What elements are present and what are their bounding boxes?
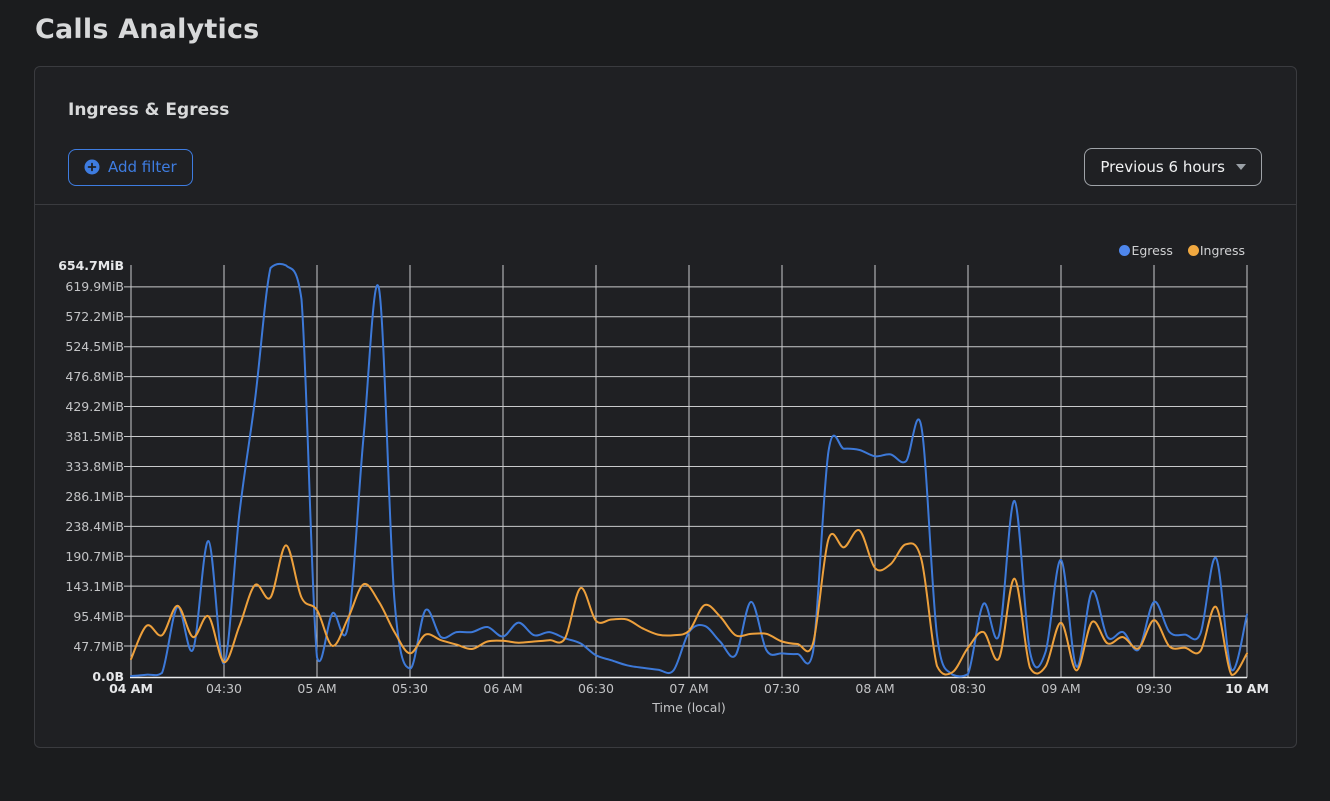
y-tick-label: 429.2MiB xyxy=(65,399,124,415)
y-tick-label: 333.8MiB xyxy=(65,458,124,474)
x-tick-label: 06 AM xyxy=(483,681,523,696)
legend-item-egress[interactable]: Egress xyxy=(1119,243,1173,258)
y-tick-label: 524.5MiB xyxy=(65,339,124,355)
legend-dot-icon xyxy=(1119,245,1131,256)
legend-label: Ingress xyxy=(1199,243,1245,258)
x-tick-label: 05 AM xyxy=(297,681,337,696)
x-tick-label: 09 AM xyxy=(1041,681,1081,696)
y-tick-label: 143.1MiB xyxy=(65,578,124,594)
analytics-panel: Ingress & Egress Add filter Previous 6 h… xyxy=(34,66,1297,748)
y-tick-label: 238.4MiB xyxy=(65,518,124,534)
legend-dot-icon xyxy=(1187,245,1199,256)
time-range-dropdown[interactable]: Previous 6 hours xyxy=(1084,148,1262,186)
x-tick-label: 10 AM xyxy=(1225,681,1269,696)
x-tick-label: 04 AM xyxy=(109,681,153,696)
chart-canvas[interactable] xyxy=(35,204,1296,748)
add-filter-button[interactable]: Add filter xyxy=(68,148,193,186)
plus-circle-icon xyxy=(84,159,100,175)
x-tick-label: 08 AM xyxy=(855,681,895,696)
divider xyxy=(35,204,1296,205)
chevron-down-icon xyxy=(1236,164,1246,170)
x-tick-label: 04:30 xyxy=(205,681,243,696)
add-filter-label: Add filter xyxy=(108,158,177,176)
ingress-egress-chart: Egress Ingress 654.7MiB 619.9MiB 572.2MiB 52… xyxy=(35,204,1296,748)
y-tick-label: 654.7MiB xyxy=(58,257,124,273)
x-tick-label: 07 AM xyxy=(669,681,709,696)
time-range-label: Previous 6 hours xyxy=(1100,158,1225,176)
page-title: Calls Analytics xyxy=(35,14,260,45)
panel-title: Ingress & Egress xyxy=(68,100,230,120)
y-tick-label: 476.8MiB xyxy=(65,369,124,385)
x-tick-label: 09:30 xyxy=(1135,681,1173,696)
y-tick-label: 95.4MiB xyxy=(73,608,124,624)
y-tick-label: 0.0B xyxy=(92,668,124,684)
x-tick-label: 06:30 xyxy=(577,681,615,696)
panel-toolbar: Add filter Previous 6 hours xyxy=(68,148,1262,186)
y-tick-label: 381.5MiB xyxy=(65,429,124,444)
x-axis-title: Time (local) xyxy=(652,700,726,715)
y-tick-label: 572.2MiB xyxy=(65,309,124,325)
legend-item-ingress[interactable]: Ingress xyxy=(1187,243,1245,258)
y-tick-label: 619.9MiB xyxy=(65,279,124,295)
y-tick-label: 286.1MiB xyxy=(65,488,124,504)
chart-legend: Egress Ingress xyxy=(1119,243,1245,258)
y-tick-label: 190.7MiB xyxy=(65,548,124,564)
legend-label: Egress xyxy=(1131,243,1173,258)
y-tick-label: 47.7MiB xyxy=(73,638,124,654)
x-tick-label: 07:30 xyxy=(763,681,801,696)
x-tick-label: 08:30 xyxy=(949,681,987,696)
x-tick-label: 05:30 xyxy=(391,681,429,696)
